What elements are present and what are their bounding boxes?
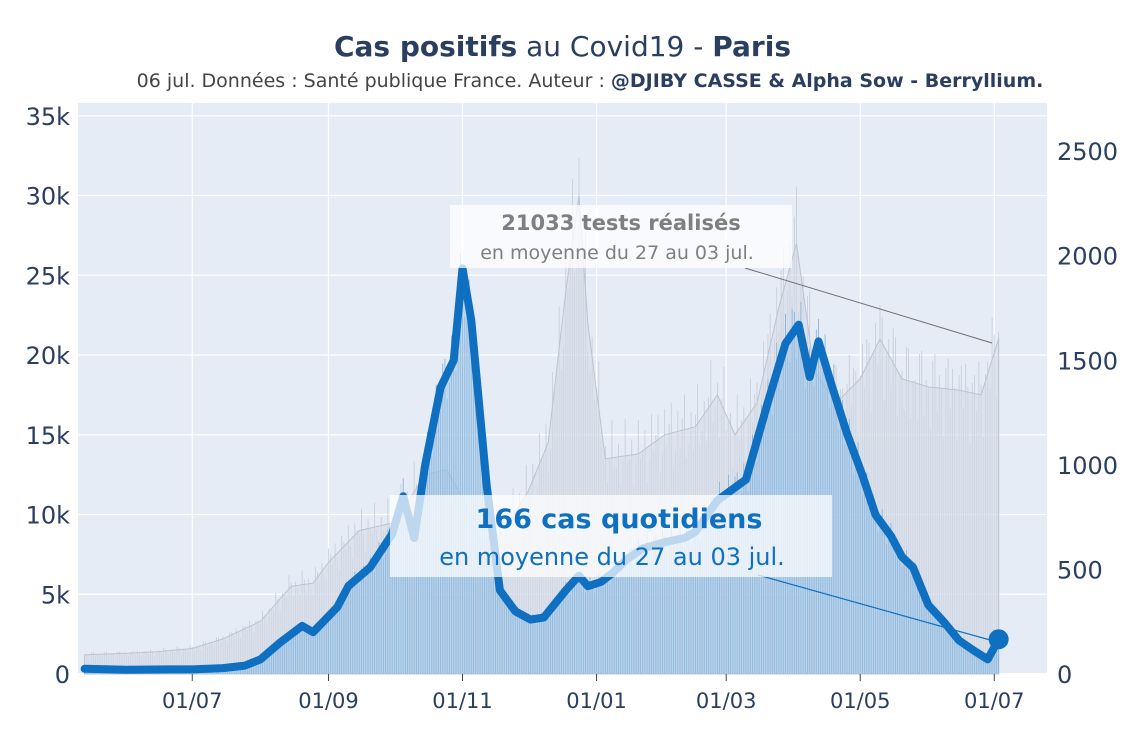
cases-last-point-marker <box>988 629 1009 650</box>
y-right-tick-label: 2000 <box>1057 243 1118 271</box>
y-left-tick-label: 25k <box>26 262 71 290</box>
y-left-tick-label: 15k <box>26 422 71 450</box>
subtitle-author: @DJIBY CASSE & Alpha Sow - Berryllium. <box>610 70 1044 92</box>
y-right-tick-label: 0 <box>1057 661 1072 689</box>
subtitle-text: 06 jul. Données : Santé publique France.… <box>136 70 611 92</box>
tests-annotation-text: en moyenne du 27 au 03 jul. <box>480 242 754 264</box>
cases-line <box>80 264 1003 674</box>
x-tick-label: 01/03 <box>696 689 757 713</box>
y-left-tick-label: 30k <box>26 183 71 211</box>
title-part-1: Cas positifs <box>333 30 518 63</box>
y-right-tick-label: 1000 <box>1057 452 1118 480</box>
x-tick-label: 01/09 <box>298 689 359 713</box>
y-left-tick-label: 0 <box>55 661 70 689</box>
cases-annotation-box <box>390 495 832 577</box>
y-axis-right: 0 500 1000 1500 2000 2500 <box>1057 138 1118 689</box>
cases-annotation-text: en moyenne du 27 au 03 jul. <box>439 543 785 571</box>
chart-subtitle: 06 jul. Données : Santé publique France.… <box>0 70 1125 92</box>
x-tick-label: 01/01 <box>566 689 627 713</box>
y-left-tick-label: 10k <box>26 502 71 530</box>
y-right-tick-label: 1500 <box>1057 347 1118 375</box>
tests-annotation-connector <box>744 267 993 344</box>
x-tick-label: 01/11 <box>432 689 493 713</box>
y-left-tick-label: 5k <box>41 581 70 609</box>
cases-annotation-connector <box>757 574 991 641</box>
y-right-tick-label: 2500 <box>1057 138 1118 166</box>
y-axis-left: 0 5k 10k 15k 20k 25k 30k 35k <box>26 103 71 689</box>
tests-annotation-title: 21033 tests réalisés <box>501 211 740 235</box>
y-left-tick-label: 20k <box>26 342 71 370</box>
x-tick-label: 01/05 <box>830 689 891 713</box>
y-left-tick-label: 35k <box>26 103 71 131</box>
x-tick-label: 01/07 <box>162 689 223 713</box>
cases-annotation-title: 166 cas quotidiens <box>476 504 763 535</box>
chart-title: Cas positifs au Covid19 - Paris <box>0 30 1125 63</box>
tests-annotation-box <box>450 205 792 268</box>
x-tick-label: 01/07 <box>964 689 1025 713</box>
x-axis: 01/07 01/09 01/11 01/01 01/03 01/05 01/07 <box>162 674 1025 713</box>
title-part-3: Paris <box>712 30 792 63</box>
y-right-tick-label: 500 <box>1057 556 1103 584</box>
title-part-2: au Covid19 - <box>517 30 713 63</box>
